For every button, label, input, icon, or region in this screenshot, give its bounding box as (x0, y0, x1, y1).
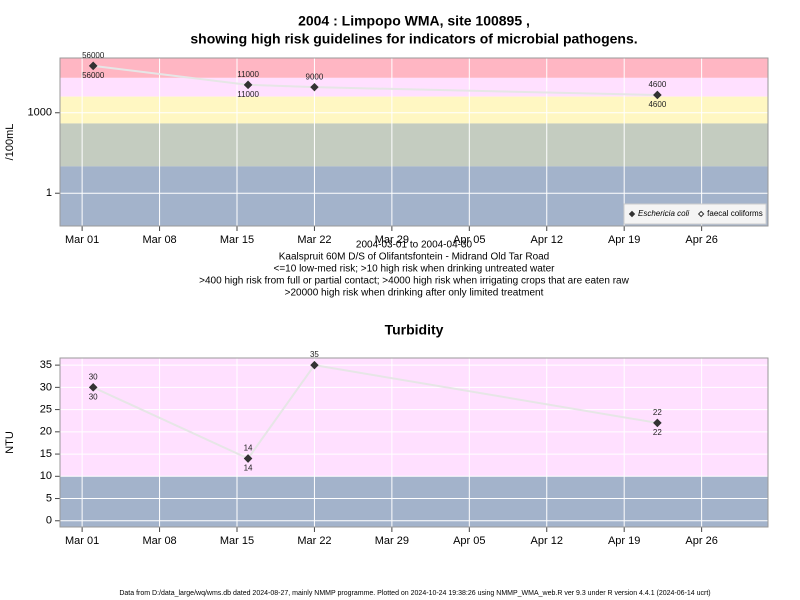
axis-note: >20000 high risk when drinking after onl… (285, 288, 544, 299)
y-tick-label: 1000 (28, 107, 52, 119)
value-label: 4600 (648, 100, 666, 109)
series-line (93, 64, 658, 96)
value-label: 22 (653, 408, 662, 417)
x-tick-label: Apr 26 (685, 234, 717, 246)
legend-marker (628, 210, 636, 218)
risk-band (60, 358, 768, 477)
legend-label: faecal coliforms (707, 209, 763, 218)
value-label: 35 (310, 350, 319, 359)
value-label: 14 (244, 464, 253, 473)
chart-title: 2004 : Limpopo WMA, site 100895 , (298, 13, 530, 29)
axis-note: <=10 low-med risk; >10 high risk when dr… (274, 264, 556, 275)
x-tick-label: Apr 05 (453, 234, 485, 246)
x-tick-label: Apr 26 (685, 535, 717, 547)
data-point (653, 418, 662, 428)
value-label: 14 (244, 444, 253, 453)
data-point (310, 360, 319, 370)
y-tick-label: 35 (40, 359, 52, 371)
x-tick-label: Mar 08 (142, 535, 176, 547)
data-point (243, 454, 253, 463)
x-tick-label: Apr 19 (608, 234, 640, 246)
x-tick-label: Mar 08 (142, 234, 176, 246)
x-tick-label: Mar 15 (220, 535, 254, 547)
data-point (88, 383, 98, 392)
value-label: 56000 (82, 71, 105, 80)
data-point (243, 80, 253, 90)
value-label: 56000 (82, 51, 105, 60)
legend-box (623, 203, 767, 225)
value-label: 9000 (306, 72, 324, 81)
x-tick-label: Apr 05 (453, 535, 485, 547)
value-label: 4600 (648, 80, 666, 89)
x-tick-label: Mar 01 (65, 234, 99, 246)
x-tick-label: Apr 12 (531, 535, 563, 547)
x-tick-label: Mar 22 (297, 234, 331, 246)
value-label: 30 (89, 372, 98, 381)
y-tick-label: 0 (46, 515, 52, 527)
legend-marker (697, 210, 705, 218)
legend-label: Eschericia coli (638, 209, 689, 218)
x-tick-label: Mar 29 (375, 234, 409, 246)
y-axis-label: /100mL (4, 124, 16, 161)
axis-note: >400 high risk from full or partial cont… (199, 276, 629, 287)
risk-band (60, 476, 768, 527)
footer: Data from D:/data_large/wq/wms.db dated … (119, 590, 710, 597)
value-label: 22 (653, 428, 662, 437)
y-tick-label: 1 (46, 187, 52, 199)
axis-note: 2004-03-01 to 2004-04-30 (356, 240, 473, 251)
x-tick-label: Apr 12 (531, 234, 563, 246)
risk-band (60, 96, 768, 124)
data-point (88, 61, 98, 71)
y-tick-label: 10 (40, 470, 52, 482)
y-tick-label: 25 (40, 403, 52, 415)
data-point (310, 82, 319, 92)
risk-band (60, 123, 768, 167)
series-line (92, 364, 658, 460)
x-tick-label: Apr 19 (608, 535, 640, 547)
y-tick-label: 20 (40, 426, 52, 438)
x-tick-label: Mar 15 (220, 234, 254, 246)
y-tick-label: 15 (40, 448, 52, 460)
data-point (653, 90, 662, 100)
axis-note: Kaalspruit 60M D/S of Olifantsfontein - … (279, 252, 550, 263)
y-tick-label: 30 (40, 381, 52, 393)
value-label: 30 (89, 392, 98, 401)
chart-subtitle: showing high risk guidelines for indicat… (190, 31, 637, 47)
x-tick-label: Mar 22 (297, 535, 331, 547)
x-tick-label: Mar 29 (375, 535, 409, 547)
plot-frame (59, 57, 769, 227)
x-tick-label: Mar 01 (65, 535, 99, 547)
value-label: 11000 (237, 70, 259, 79)
y-tick-label: 5 (46, 492, 52, 504)
y-axis-label: NTU (4, 431, 16, 454)
value-label: 11000 (237, 90, 259, 99)
chart-title: Turbidity (385, 322, 444, 338)
plot-frame (59, 357, 769, 528)
